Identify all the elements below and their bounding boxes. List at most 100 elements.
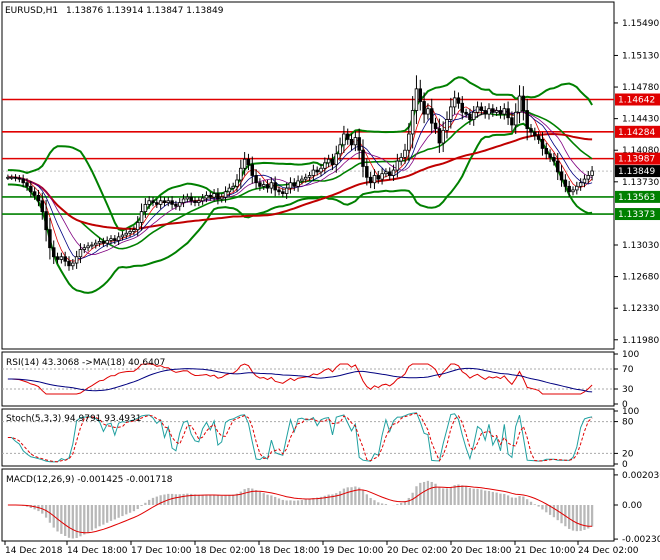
candle-up	[158, 200, 163, 205]
price-tick-label: 1.14780	[622, 83, 659, 93]
candle-up	[261, 184, 266, 187]
candle-down	[277, 189, 281, 193]
candle-up	[147, 200, 151, 205]
candle-up	[449, 106, 453, 120]
level-badge	[615, 93, 660, 106]
candle-down	[17, 177, 22, 180]
candle-up	[303, 176, 308, 180]
candle-down	[563, 179, 568, 187]
candle-down	[170, 200, 174, 205]
candle-up	[296, 180, 300, 187]
candle-up	[391, 169, 396, 176]
candle-down	[55, 256, 60, 260]
current-price-label: 1.13849	[618, 167, 655, 177]
candle-up	[132, 229, 136, 232]
candle-up	[197, 200, 201, 203]
candle-down	[552, 157, 556, 162]
candle-up	[502, 108, 507, 115]
candle-down	[506, 108, 510, 119]
candle-down	[193, 200, 197, 203]
sub-tick-label: 0.00	[622, 501, 642, 511]
candle-up	[59, 256, 64, 260]
candle-down	[174, 203, 178, 207]
level-label: 1.13987	[618, 155, 655, 165]
candle-up	[223, 191, 228, 198]
candle-down	[216, 193, 220, 200]
candle-down	[250, 164, 255, 176]
candle-down	[357, 137, 361, 151]
candle-down	[536, 135, 541, 140]
candle-up	[124, 232, 129, 236]
main-price-axis: 1.15490 1.15130 1.14780 1.14430 1.14080 1.137…	[614, 19, 659, 346]
candle-down	[13, 176, 18, 179]
candle-up	[582, 178, 587, 184]
candle-down	[162, 200, 167, 203]
candle-down	[559, 171, 564, 181]
sub-tick-label: 80	[622, 418, 634, 428]
time-tick-label: 18 Dec 02:00	[195, 546, 256, 556]
candle-down	[376, 175, 381, 180]
candle-down	[525, 110, 529, 129]
moving-averages	[7, 104, 593, 262]
candle-up	[353, 137, 358, 146]
candle-up	[219, 196, 224, 200]
ma-fast-navy	[7, 108, 593, 260]
level-label: 1.14284	[618, 128, 655, 138]
candle-up	[571, 189, 575, 193]
price-tick-label: 1.15130	[622, 51, 659, 61]
candle-down	[151, 200, 155, 203]
candle-down	[548, 153, 552, 158]
candle-up	[319, 167, 323, 173]
candle-down	[349, 138, 354, 146]
sub-tick-label: 100	[622, 407, 639, 417]
candle-down	[189, 196, 193, 202]
candle-down	[479, 106, 484, 111]
price-tick-label: 1.12680	[622, 273, 659, 283]
candle-up	[200, 197, 205, 202]
sub-tick-label: 0.002036	[622, 471, 660, 481]
candle-down	[460, 102, 465, 113]
candle-up	[300, 178, 304, 182]
candle-up	[487, 108, 491, 115]
candle-up	[441, 129, 445, 144]
candle-up	[513, 111, 518, 126]
time-axis: 14 Dec 2018 14 Dec 18:00 17 Dec 10:00 18 De…	[4, 541, 639, 556]
candle-up	[288, 182, 293, 189]
candle-up	[426, 108, 430, 115]
candle-up	[181, 198, 186, 203]
candle-down	[208, 194, 213, 198]
candle-up	[334, 153, 339, 166]
candle-up	[372, 175, 377, 184]
candle-down	[44, 211, 48, 231]
price-tick-label: 1.15490	[622, 19, 659, 29]
candle-up	[323, 162, 327, 169]
candle-down	[387, 171, 392, 176]
candle-down	[315, 169, 319, 173]
candle-up	[494, 110, 499, 113]
candle-down	[468, 113, 472, 120]
stoch-main-line	[7, 412, 593, 463]
candle-down	[281, 191, 285, 194]
level-label: 1.13373	[618, 210, 655, 220]
time-tick-label: 20 Dec 02:00	[387, 546, 448, 556]
candle-up	[212, 193, 216, 198]
candle-down	[498, 110, 503, 115]
candle-up	[311, 169, 316, 176]
candle-up	[166, 200, 171, 203]
candle-down	[429, 108, 434, 124]
candle-down	[491, 108, 495, 113]
candle-up	[242, 158, 247, 169]
price-tick-label: 1.13030	[622, 241, 659, 251]
candle-down	[540, 138, 545, 149]
candle-up	[380, 173, 384, 180]
candle-up	[185, 196, 190, 200]
candle-up	[105, 240, 109, 244]
price-tick-label: 1.12330	[622, 304, 659, 314]
candle-up	[395, 160, 400, 171]
candle-down	[48, 229, 52, 249]
sub-tick-label: 30	[622, 385, 634, 395]
candle-up	[307, 175, 312, 178]
candle-up	[6, 176, 10, 179]
time-tick-label: 17 Dec 10:00	[131, 546, 192, 556]
